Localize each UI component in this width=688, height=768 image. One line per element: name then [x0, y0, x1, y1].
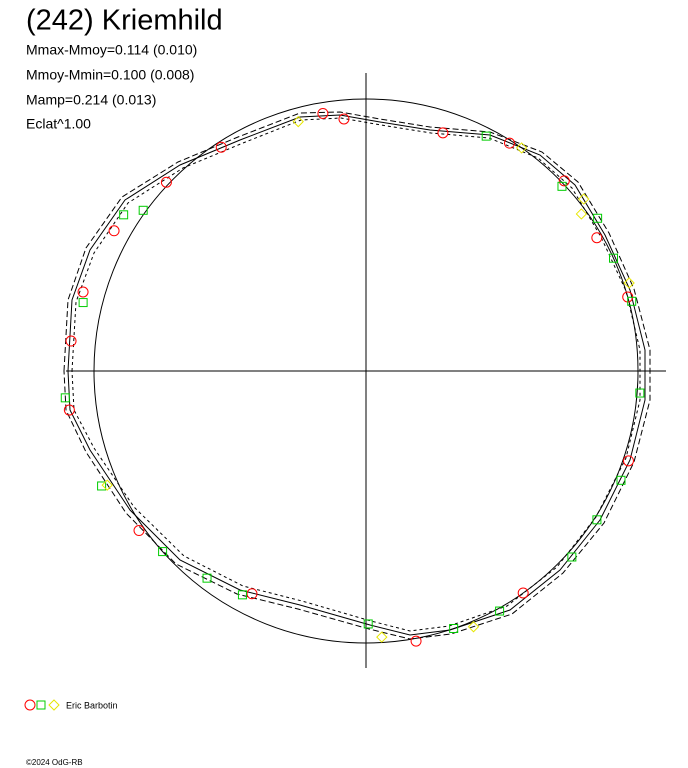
data-point	[246, 588, 258, 600]
data-point	[138, 205, 148, 215]
data-point	[437, 127, 449, 139]
data-point	[101, 479, 113, 491]
data-point	[495, 606, 505, 616]
data-point	[63, 404, 75, 416]
footer: ©2024 OdG-RB	[26, 758, 83, 767]
data-point	[108, 225, 120, 237]
data-point	[449, 623, 459, 633]
data-point	[609, 253, 619, 263]
data-point	[292, 115, 304, 128]
data-point	[578, 193, 590, 205]
data-point	[517, 587, 529, 599]
data-point	[77, 286, 89, 298]
data-point	[575, 208, 588, 220]
data-point	[503, 137, 515, 149]
data-points	[60, 107, 645, 647]
model-curves	[63, 111, 651, 640]
data-point	[133, 525, 145, 537]
model-curve	[71, 117, 641, 632]
data-point	[97, 481, 107, 491]
data-point	[160, 176, 172, 188]
data-point	[593, 213, 603, 223]
data-point	[616, 475, 626, 485]
annotation: Mmax-Mmoy=0.114 (0.010)	[26, 42, 197, 58]
chart-title: (242) Kriemhild	[26, 5, 223, 37]
data-point	[317, 107, 329, 119]
data-point	[467, 621, 480, 633]
data-point	[567, 552, 577, 562]
reference-circle	[93, 98, 639, 644]
annotation: Mamp=0.214 (0.013)	[26, 92, 156, 108]
data-point	[410, 635, 422, 647]
data-point	[591, 232, 603, 244]
annotation: Eclat^1.00	[26, 116, 91, 132]
data-point	[338, 113, 350, 125]
annotation: Mmoy-Mmin=0.100 (0.008)	[26, 67, 194, 83]
data-point	[557, 181, 567, 191]
data-point	[558, 175, 570, 187]
model-curve	[67, 114, 646, 636]
legend-marker	[36, 700, 46, 710]
data-point	[119, 210, 129, 220]
data-point	[622, 455, 634, 467]
data-point	[515, 142, 528, 154]
data-point	[627, 296, 637, 306]
data-point	[635, 388, 645, 398]
legend-label: Eric Barbotin	[66, 700, 118, 710]
data-point	[376, 631, 388, 643]
legend-marker	[24, 699, 36, 711]
data-point	[65, 335, 77, 347]
data-point	[481, 131, 491, 141]
data-point	[60, 393, 70, 403]
data-point	[158, 547, 168, 557]
model-curve	[63, 111, 651, 640]
data-point	[363, 619, 373, 629]
data-point	[215, 141, 227, 153]
data-point	[623, 277, 635, 289]
data-point	[202, 573, 212, 583]
legend-marker	[48, 699, 60, 711]
data-point	[78, 298, 88, 308]
data-point	[592, 515, 602, 525]
legend: Eric Barbotin	[24, 699, 118, 711]
data-point	[237, 590, 247, 600]
